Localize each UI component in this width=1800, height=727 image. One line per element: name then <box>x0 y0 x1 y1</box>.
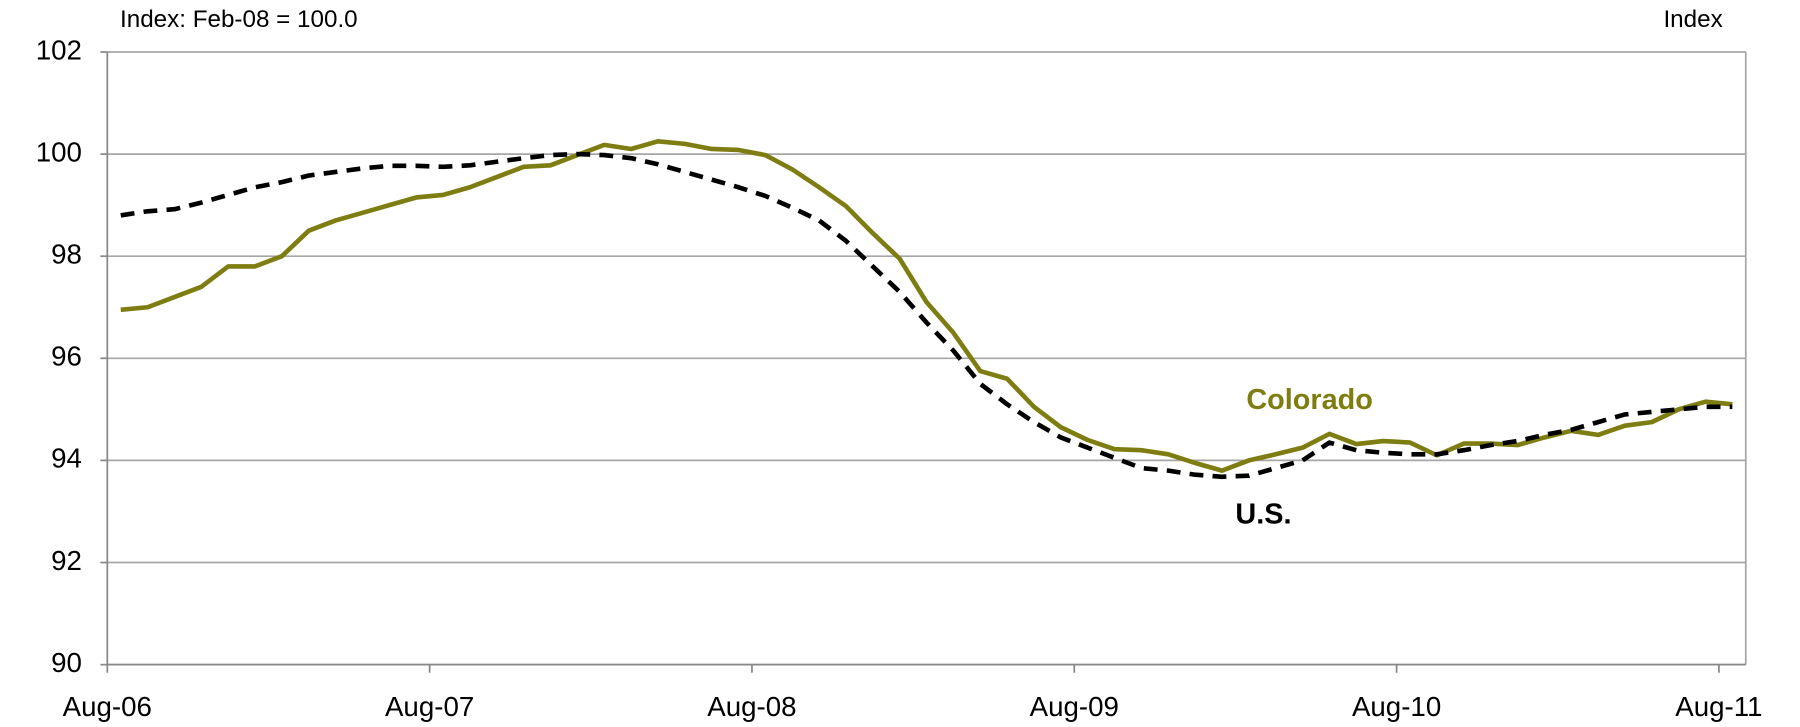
series-line <box>120 151 1733 480</box>
y-tick-label: 92 <box>51 545 82 576</box>
x-tick-label: Aug-09 <box>1030 691 1119 722</box>
x-tick-label: Aug-06 <box>63 691 152 722</box>
y-axis-label: Index <box>1663 6 1722 33</box>
y-tick-label: 102 <box>36 34 82 65</box>
x-tick-label: Aug-08 <box>707 691 796 722</box>
y-tick-label: 96 <box>51 341 82 372</box>
x-tick-label: Aug-11 <box>1675 691 1762 722</box>
y-tick-label: 98 <box>51 239 82 270</box>
y-tick-label: 94 <box>51 443 82 474</box>
y-tick-label: 100 <box>36 136 82 167</box>
chart-subtitle: Index: Feb-08 = 100.0 <box>120 6 358 33</box>
y-tick-label: 90 <box>51 647 82 678</box>
series-label: U.S. <box>1235 498 1291 530</box>
x-tick-label: Aug-07 <box>385 691 474 722</box>
series-line <box>120 139 1733 473</box>
series-label: Colorado <box>1246 384 1373 416</box>
x-tick-label: Aug-10 <box>1352 691 1441 722</box>
